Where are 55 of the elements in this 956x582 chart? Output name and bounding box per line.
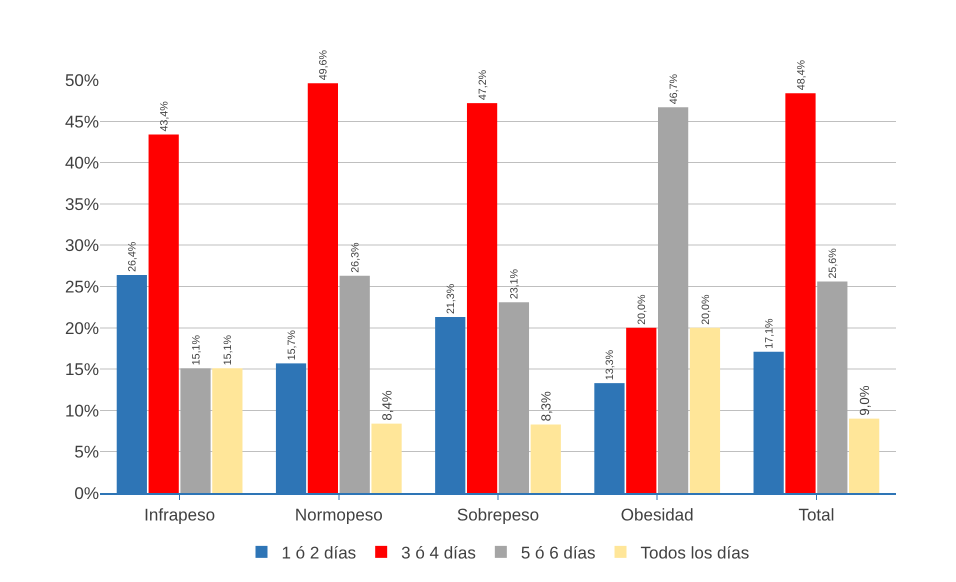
x-tick-label: Total xyxy=(798,505,834,524)
y-tick-label: 0% xyxy=(74,484,99,503)
data-label: 49,6% xyxy=(318,50,330,80)
x-tick-label: Normopeso xyxy=(294,505,383,524)
data-label: 15,7% xyxy=(286,330,298,360)
x-tick-label: Infrapeso xyxy=(144,505,216,524)
y-tick-label: 50% xyxy=(64,70,99,90)
data-label: 47,2% xyxy=(476,69,489,100)
data-label: 43,4% xyxy=(158,100,170,132)
data-label: 26,3% xyxy=(350,242,362,273)
bar xyxy=(340,276,370,493)
bar xyxy=(308,83,338,493)
bar xyxy=(817,282,848,493)
data-label: 13,3% xyxy=(604,349,616,380)
data-label: 20,0% xyxy=(700,294,712,325)
bar xyxy=(212,368,242,493)
data-label: 9,0% xyxy=(856,385,872,416)
data-label: 15,1% xyxy=(222,334,234,366)
bar xyxy=(530,424,561,493)
bar xyxy=(180,368,211,493)
legend-label: 1 ó 2 días xyxy=(282,543,356,562)
y-tick-label: 40% xyxy=(64,154,99,173)
data-label: 17,1% xyxy=(763,318,776,349)
data-label: 46,7% xyxy=(668,74,680,104)
y-tick-label: 25% xyxy=(64,277,99,296)
data-label: 20,0% xyxy=(636,294,648,325)
bar xyxy=(371,424,402,493)
data-label: 23,1% xyxy=(508,268,521,300)
data-label: 25,6% xyxy=(827,248,840,279)
y-tick-label: 20% xyxy=(64,318,99,338)
data-label: 21,3% xyxy=(445,283,458,314)
bar xyxy=(626,328,656,493)
legend-label: Todos los días xyxy=(640,543,750,562)
bar xyxy=(785,93,816,493)
data-label: 26,4% xyxy=(126,241,139,272)
y-tick-label: 35% xyxy=(64,194,99,214)
bar xyxy=(658,107,688,493)
bar xyxy=(498,302,530,493)
data-label: 48,4% xyxy=(795,59,808,90)
x-tick-label: Sobrepeso xyxy=(456,505,540,524)
data-label: 8,3% xyxy=(538,391,554,422)
bar xyxy=(148,134,179,493)
data-label: 15,1% xyxy=(190,334,202,366)
y-tick-label: 5% xyxy=(74,442,99,462)
data-label: 8,4% xyxy=(379,390,394,421)
y-tick-label: 45% xyxy=(64,112,99,132)
y-tick-label: 30% xyxy=(64,236,99,256)
bar xyxy=(466,103,498,493)
bar xyxy=(849,418,880,493)
y-tick-label: 15% xyxy=(64,360,99,380)
y-tick-label: 10% xyxy=(64,401,99,420)
bar xyxy=(690,328,720,493)
x-tick-label: Obesidad xyxy=(620,505,694,524)
legend-label: 5 ó 6 días xyxy=(520,543,596,562)
legend-label: 3 ó 4 días xyxy=(401,543,476,562)
